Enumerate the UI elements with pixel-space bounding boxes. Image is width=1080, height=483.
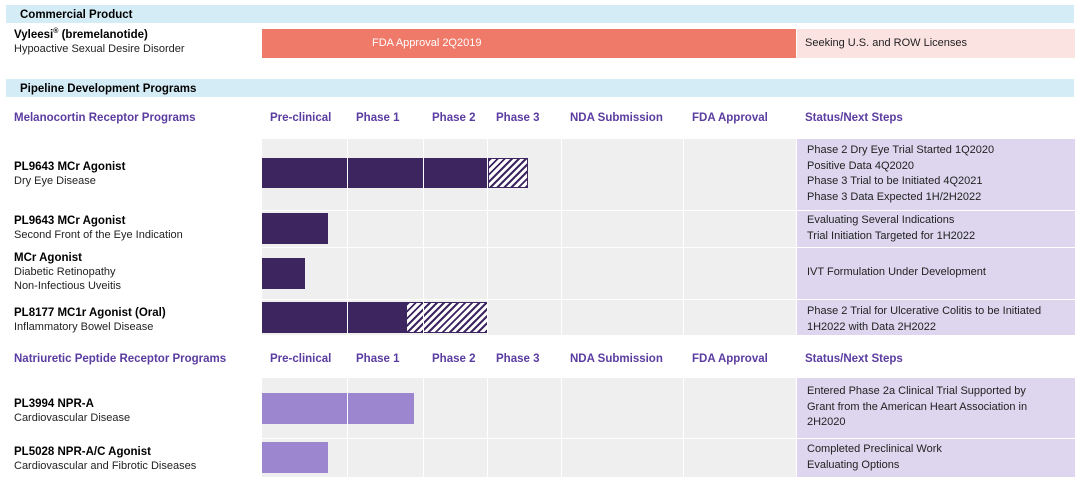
status-line: Positive Data 4Q2020: [807, 159, 915, 172]
group1-title: Melanocortin Receptor Programs: [14, 112, 196, 124]
bar-pl5028: [262, 442, 328, 473]
program-pl8177: PL8177 MC1r Agonist (Oral) Inflammatory …: [14, 306, 254, 334]
grid-vline: [347, 139, 348, 335]
grid-vline: [561, 378, 562, 477]
group2-title: Natriuretic Peptide Receptor Programs: [14, 353, 227, 365]
status-pl3994: Entered Phase 2a Clinical Trial Supporte…: [797, 384, 1075, 431]
status-line: 2H2020: [807, 416, 846, 428]
status-line: IVT Formulation Under Development: [807, 266, 986, 278]
grid-vline: [423, 378, 424, 477]
program-name: PL3994 NPR-A: [14, 398, 94, 410]
bar-pl3994: [262, 393, 414, 424]
program-indication: Second Front of the Eye Indication: [14, 229, 183, 241]
grid-hline: [262, 438, 1075, 439]
col-phase2-2: Phase 2: [432, 353, 476, 365]
bar-pl9643-dry-eye-planned: [488, 158, 528, 188]
col-phase3: Phase 3: [496, 112, 540, 124]
commercial-program-cell: Vyleesi® (bremelanotide) Hypoactive Sexu…: [14, 25, 254, 59]
col-nda-2: NDA Submission: [570, 353, 663, 365]
col-phase3-2: Phase 3: [496, 353, 540, 365]
program-pl3994: PL3994 NPR-A Cardiovascular Disease: [14, 397, 254, 425]
program-indication: Dry Eye Disease: [14, 175, 96, 187]
pipeline-section-header: Pipeline Development Programs: [6, 79, 1074, 97]
program-pl9643-front-eye: PL9643 MCr Agonist Second Front of the E…: [14, 214, 254, 242]
bar-pl8177-planned: [406, 302, 488, 333]
commercial-status: Seeking U.S. and ROW Licenses: [805, 37, 968, 49]
program-mcr-agonist: MCr Agonist Diabetic Retinopathy Non-Inf…: [14, 251, 254, 293]
grid-vline: [487, 139, 488, 335]
col-status-2: Status/Next Steps: [805, 353, 903, 365]
commercial-status-cell: Seeking U.S. and ROW Licenses: [797, 29, 1075, 58]
program-indication: Diabetic Retinopathy: [14, 266, 116, 278]
program-indication: Cardiovascular and Fibrotic Diseases: [14, 460, 197, 472]
status-line: Trial Initiation Targeted for 1H2022: [807, 229, 976, 242]
status-line: Phase 3 Data Expected 1H/2H2022: [807, 190, 982, 203]
group1-status-column: [797, 139, 1075, 335]
status-line: Completed Preclinical Work: [807, 443, 942, 455]
status-pl5028: Completed Preclinical Work Evaluating Op…: [797, 442, 1075, 473]
pipeline-section-title: Pipeline Development Programs: [20, 83, 197, 95]
program-name: MCr Agonist: [14, 252, 82, 264]
commercial-indication: Hypoactive Sexual Desire Disorder: [14, 42, 185, 55]
status-pl9643-front-eye: Evaluating Several Indications Trial Ini…: [797, 213, 1075, 244]
grid-hline: [262, 210, 1075, 211]
grid-hline: [262, 299, 1075, 300]
program-pl5028: PL5028 NPR-A/C Agonist Cardiovascular an…: [14, 445, 254, 473]
bar-pl9643-front-eye: [262, 213, 328, 244]
grid-hline: [262, 247, 1075, 248]
approval-bar-label: FDA Approval 2Q2019: [372, 37, 482, 49]
group2-status-column: [797, 378, 1075, 477]
grid-vline: [683, 378, 684, 477]
status-line: Evaluating Several Indications: [807, 214, 955, 226]
status-pl8177: Phase 2 Trial for Ulcerative Colitis to …: [797, 304, 1075, 335]
col-nda: NDA Submission: [570, 112, 663, 124]
approval-bar: FDA Approval 2Q2019: [262, 29, 796, 58]
status-line: Entered Phase 2a Clinical Trial Supporte…: [807, 385, 1026, 397]
status-line: Grant from the American Heart Associatio…: [807, 400, 1028, 413]
bar-pl8177-completed: [262, 302, 406, 333]
grid-vline: [487, 378, 488, 477]
col-preclinical-2: Pre-clinical: [270, 353, 332, 365]
status-line: Phase 2 Dry Eye Trial Started 1Q2020: [807, 144, 995, 156]
commercial-section-header: Commercial Product: [6, 5, 1074, 23]
status-line: 1H2022 with Data 2H2022: [807, 320, 937, 333]
col-phase2: Phase 2: [432, 112, 476, 124]
commercial-product-name: Vyleesi® (bremelanotide): [14, 28, 148, 41]
grid-vline: [561, 139, 562, 335]
program-indication-2: Non-Infectious Uveitis: [14, 280, 121, 292]
grid-vline: [683, 139, 684, 335]
status-line: Phase 3 Trial to be Initiated 4Q2021: [807, 175, 983, 187]
bar-pl9643-dry-eye-completed: [262, 158, 488, 188]
program-indication: Inflammatory Bowel Disease: [14, 321, 154, 333]
commercial-section-title: Commercial Product: [20, 9, 133, 21]
col-status: Status/Next Steps: [805, 112, 903, 124]
program-name: PL9643 MCr Agonist: [14, 161, 126, 173]
col-preclinical: Pre-clinical: [270, 112, 332, 124]
status-mcr-agonist: IVT Formulation Under Development: [797, 265, 1075, 281]
grid-vline: [347, 378, 348, 477]
col-phase1: Phase 1: [356, 112, 400, 124]
grid-vline: [423, 139, 424, 335]
col-phase1-2: Phase 1: [356, 353, 400, 365]
program-name: PL9643 MCr Agonist: [14, 215, 126, 227]
status-pl9643-dry-eye: Phase 2 Dry Eye Trial Started 1Q2020 Pos…: [797, 143, 1075, 205]
program-indication: Cardiovascular Disease: [14, 412, 131, 424]
program-pl9643-dry-eye: PL9643 MCr Agonist Dry Eye Disease: [14, 160, 254, 188]
program-name: PL5028 NPR-A/C Agonist: [14, 446, 151, 458]
bar-mcr-agonist: [262, 258, 305, 289]
status-line: Phase 2 Trial for Ulcerative Colitis to …: [807, 305, 1042, 317]
col-fda: FDA Approval: [692, 112, 768, 124]
status-line: Evaluating Options: [807, 458, 900, 471]
col-fda-2: FDA Approval: [692, 353, 768, 365]
program-name: PL8177 MC1r Agonist (Oral): [14, 307, 166, 319]
